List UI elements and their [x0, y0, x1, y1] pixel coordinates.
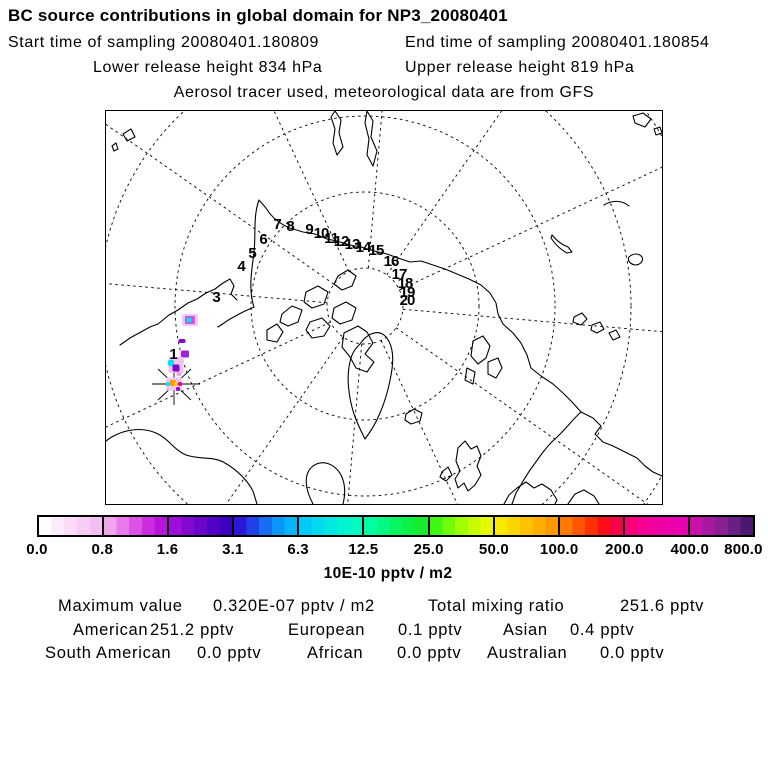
hotspot-pixel — [172, 364, 180, 372]
colorbar-segment — [494, 517, 560, 535]
hotspot-pixel — [166, 382, 170, 386]
trajectory-point-label: 10 — [314, 225, 329, 242]
region-name-african: African — [307, 644, 364, 662]
figure-title: BC source contributions in global domain… — [8, 6, 508, 25]
max-value-label: Maximum value — [58, 597, 183, 615]
colorbar-tick-label: 6.3 — [287, 541, 309, 558]
colorbar-segment — [559, 517, 625, 535]
hotspot-pixel — [176, 372, 182, 376]
trajectory-point-label: 3 — [212, 289, 220, 306]
colorbar-tick-label: 0.0 — [26, 541, 48, 558]
colorbar-segment — [39, 517, 105, 535]
colorbar-tick-label: 12.5 — [348, 541, 379, 558]
region-value-south-american: 0.0 pptv — [197, 644, 262, 662]
colorbar-tick-label: 400.0 — [670, 541, 709, 558]
colorbar-tick-label: 3.1 — [222, 541, 244, 558]
trajectory-point-label: 13 — [345, 236, 360, 253]
trajectory-point-label: 19 — [400, 284, 415, 301]
trajectory-point-label: 4 — [237, 258, 246, 275]
trajectory-point-label: 5 — [248, 245, 256, 262]
trajectory-point-label: 12 — [334, 233, 349, 250]
colorbar-tick-label: 100.0 — [539, 541, 579, 558]
colorbar-tick-label: 200.0 — [605, 541, 644, 558]
hotspot-pixel — [178, 382, 182, 386]
trajectory-point-label: 16 — [384, 253, 399, 270]
colorbar-tick-label: 800.0 — [724, 541, 763, 558]
colorbar-unit-label: 10E-10 pptv / m2 — [323, 565, 453, 582]
trajectory-point-label: 9 — [305, 221, 313, 238]
trajectory-point-label: 7 — [273, 216, 281, 233]
hotspot-pixel — [168, 360, 174, 366]
colorbar-segment — [234, 517, 300, 535]
trajectory-point-label: 8 — [286, 218, 294, 235]
hotspot-pixel — [186, 317, 192, 323]
region-value-asian: 0.4 pptv — [570, 621, 635, 639]
end-time-text: End time of sampling 20080401.180854 — [405, 34, 710, 51]
colorbar-ticks: 0.0 0.8 1.6 3.1 6.3 12.5 25.0 50.0 100.0 200.0 400… — [0, 541, 768, 559]
colorbar-segment — [364, 517, 430, 535]
upper-release-text: Upper release height 819 hPa — [405, 59, 635, 76]
region-name-australian: Australian — [487, 644, 568, 662]
colorbar-segment — [169, 517, 235, 535]
trajectory-point-label: 1 — [169, 346, 177, 363]
region-name-asian: Asian — [503, 621, 548, 639]
region-value-european: 0.1 pptv — [398, 621, 463, 639]
hotspot-pixel — [174, 382, 178, 386]
trajectory-point-label: 15 — [369, 242, 384, 259]
graticule — [106, 111, 662, 504]
concentration-hotspots — [166, 314, 198, 391]
colorbar-segment — [104, 517, 170, 535]
region-name-american: American — [73, 621, 149, 639]
region-value-african: 0.0 pptv — [397, 644, 462, 662]
colorbar — [37, 515, 755, 537]
colorbar-tick-label: 1.6 — [156, 541, 179, 558]
hotspot-pixel — [176, 387, 180, 391]
hotspot-pixel — [178, 339, 186, 343]
tracer-info-text: Aerosol tracer used, meteorological data… — [173, 84, 595, 101]
region-name-south-american: South American — [45, 644, 172, 662]
lower-release-text: Lower release height 834 hPa — [93, 59, 323, 76]
region-value-australian: 0.0 pptv — [600, 644, 665, 662]
colorbar-segment — [624, 517, 690, 535]
max-value-number: 0.320E-07 pptv / m2 — [213, 597, 375, 615]
region-name-european: European — [288, 621, 366, 639]
region-value-american: 251.2 pptv — [150, 621, 235, 639]
trajectory-point-label: 17 — [392, 266, 407, 283]
trajectory-point-label: 20 — [400, 292, 415, 309]
colorbar-tick-label: 25.0 — [413, 541, 444, 558]
colorbar-segment — [299, 517, 365, 535]
colorbar-tick-label: 50.0 — [478, 541, 509, 558]
trajectory-point-label: 6 — [259, 231, 267, 248]
total-ratio-label: Total mixing ratio — [428, 597, 565, 615]
trajectory-point-label: 18 — [398, 275, 413, 292]
total-ratio-number: 251.6 pptv — [620, 597, 705, 615]
hotspot-pixel — [181, 350, 189, 358]
trajectory-point-label: 11 — [324, 230, 339, 247]
trajectory-point-label: 14 — [356, 239, 372, 256]
start-time-text: Start time of sampling 20080401.180809 — [8, 34, 319, 51]
colorbar-tick-label: 0.8 — [91, 541, 113, 558]
polar-map: 1 3 4 5 6 7 8 9 10 11 12 13 14 15 16 17 18 19 20 — [105, 110, 663, 505]
colorbar-segment — [429, 517, 495, 535]
colorbar-segment — [689, 517, 754, 535]
coastlines — [106, 111, 662, 504]
